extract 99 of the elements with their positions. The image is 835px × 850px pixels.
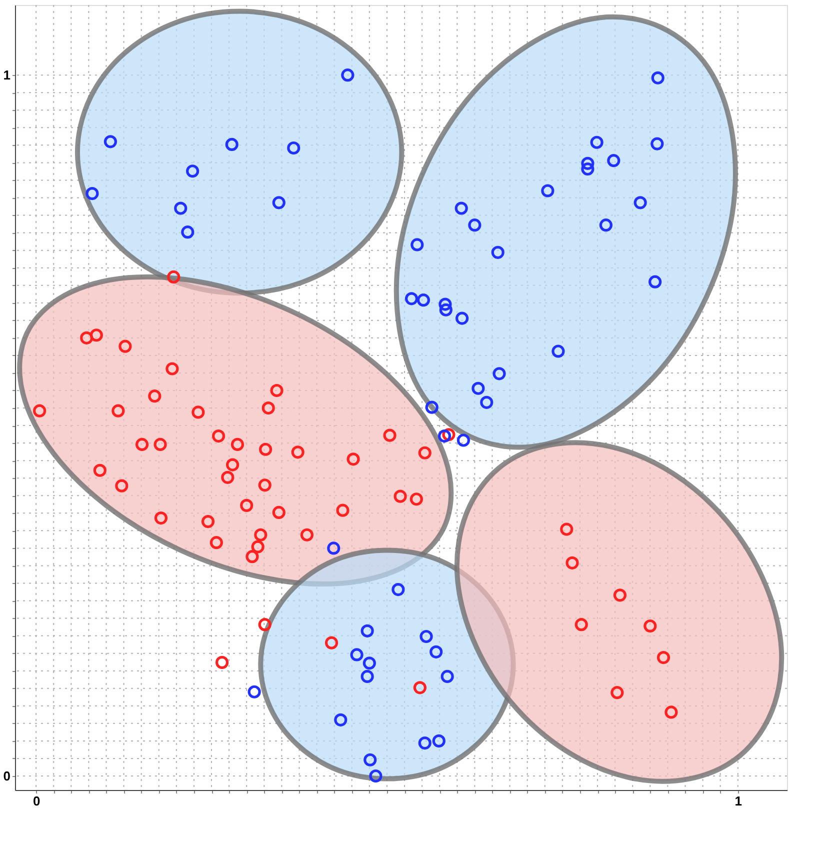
point (221, 470, 234, 484)
point (291, 446, 304, 459)
point (613, 588, 627, 602)
point (472, 382, 485, 395)
point (210, 536, 223, 550)
point (480, 396, 494, 409)
point (148, 390, 162, 403)
point (651, 71, 664, 84)
point (360, 624, 374, 638)
point (456, 312, 469, 325)
point (610, 686, 624, 700)
point (212, 430, 226, 443)
point (432, 734, 446, 748)
point (93, 464, 106, 477)
point (648, 275, 662, 288)
point (454, 202, 468, 215)
point (439, 303, 452, 316)
point (33, 404, 46, 418)
point (248, 685, 261, 698)
point (392, 583, 405, 596)
point (112, 404, 125, 418)
point (590, 136, 604, 149)
point (154, 512, 168, 525)
point (418, 446, 432, 460)
point (599, 218, 612, 232)
point (346, 452, 360, 466)
point (566, 556, 579, 570)
point (410, 492, 423, 506)
point (552, 344, 565, 358)
point (410, 238, 424, 252)
point (272, 196, 286, 210)
point (416, 294, 430, 307)
point (215, 656, 229, 669)
point (360, 670, 374, 683)
point (259, 442, 272, 456)
point (226, 458, 240, 472)
point (334, 713, 348, 726)
point (438, 298, 452, 311)
point (262, 401, 275, 415)
point (192, 406, 205, 419)
point (225, 138, 238, 152)
point (664, 706, 678, 719)
point (362, 656, 376, 670)
point (468, 218, 482, 232)
point (272, 506, 286, 519)
point (404, 292, 418, 306)
point (383, 428, 396, 442)
point (258, 478, 272, 492)
point (230, 438, 244, 451)
point (251, 540, 264, 554)
point (166, 362, 179, 376)
point (181, 226, 194, 239)
point (104, 135, 117, 148)
point (492, 367, 506, 380)
point (86, 187, 99, 200)
point (560, 522, 574, 536)
point (324, 636, 338, 650)
point (90, 328, 103, 342)
point (270, 384, 284, 398)
point (258, 618, 272, 632)
point (174, 202, 188, 215)
point (254, 528, 268, 542)
point (80, 331, 94, 344)
point (430, 645, 443, 658)
point (440, 670, 454, 683)
point (574, 618, 588, 632)
point (118, 340, 132, 353)
point (369, 769, 382, 783)
point (341, 68, 354, 82)
point (154, 438, 167, 451)
point (418, 736, 432, 750)
point (201, 515, 215, 528)
point (644, 619, 657, 633)
point (246, 550, 259, 564)
point (336, 504, 350, 517)
point (413, 681, 426, 694)
point (425, 400, 438, 414)
point (541, 184, 554, 198)
point (186, 164, 200, 178)
point (581, 162, 594, 176)
point (438, 430, 452, 443)
point (300, 528, 314, 542)
point (135, 438, 149, 451)
point (287, 141, 300, 155)
point (420, 630, 433, 644)
point (634, 196, 647, 210)
point (656, 651, 670, 664)
point (607, 154, 620, 168)
point (581, 156, 594, 170)
point (167, 270, 180, 284)
point (650, 137, 664, 150)
point (394, 490, 407, 503)
point (115, 479, 128, 492)
point (240, 498, 254, 512)
point (456, 434, 470, 447)
point (327, 542, 340, 555)
point (350, 648, 364, 662)
point (364, 753, 377, 766)
point (491, 246, 504, 259)
